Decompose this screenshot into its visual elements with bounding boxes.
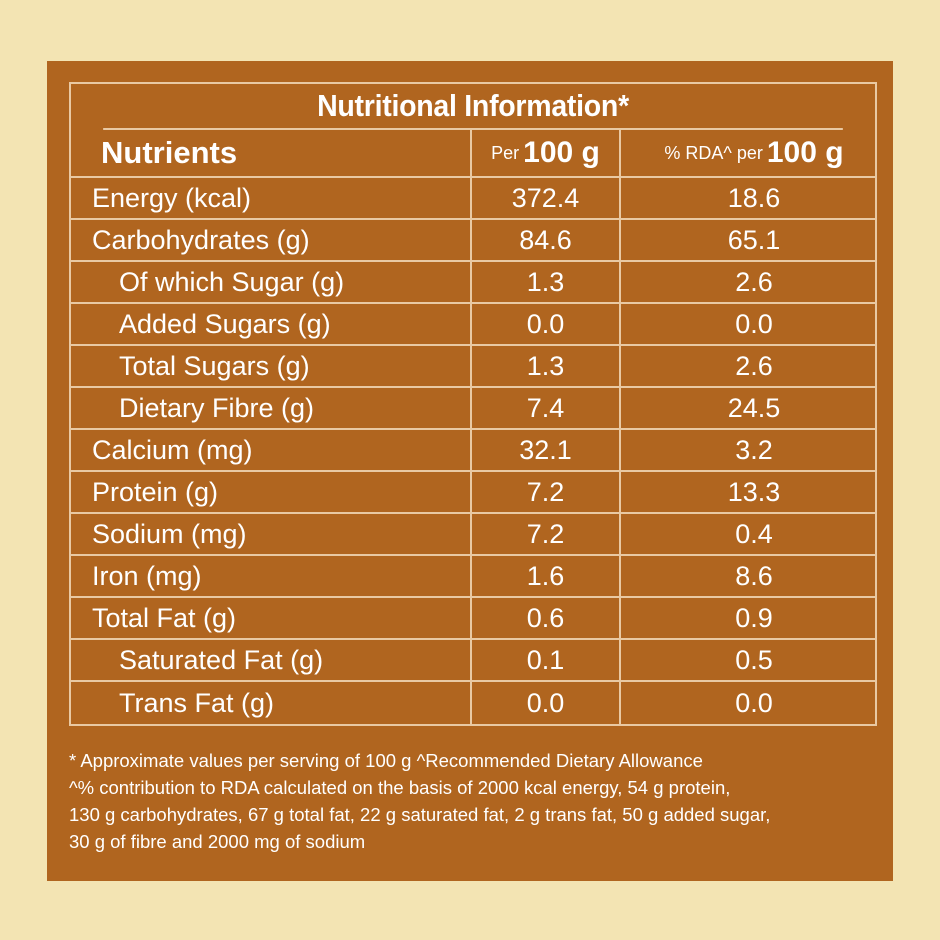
per-prefix: Per [491, 142, 520, 163]
table-row: Energy (kcal) 372.4 18.6 [71, 178, 875, 220]
table-body: Energy (kcal) 372.4 18.6 Carbohydrates (g) 8… [71, 178, 875, 724]
table-row: Dietary Fibre (g) 7.4 24.5 [71, 388, 875, 430]
table-row: Of which Sugar (g) 1.3 2.6 [71, 262, 875, 304]
footnote-line: * Approximate values per serving of 100 … [69, 750, 703, 771]
rda-value: 65.1 [619, 220, 875, 260]
rda-header: % RDA^ per 100 g [619, 130, 875, 176]
per-100g-value: 7.2 [470, 472, 619, 512]
nutrient-name: Sodium (mg) [92, 518, 247, 549]
nutrient-name: Calcium (mg) [92, 434, 253, 465]
table-row: Iron (mg) 1.6 8.6 [71, 556, 875, 598]
per-100g-value: 32.1 [470, 430, 619, 470]
rda-value: 24.5 [619, 388, 875, 428]
per-100g-value: 1.6 [470, 556, 619, 596]
per-100g-value: 0.1 [470, 640, 619, 680]
nutrient-name: Carbohydrates (g) [92, 224, 310, 255]
per-100g-value: 372.4 [470, 178, 619, 218]
nutrients-header: Nutrients [101, 135, 238, 170]
table-row: Calcium (mg) 32.1 3.2 [71, 430, 875, 472]
nutrition-panel: Nutritional Information* Nutrients Per 1… [47, 61, 893, 881]
per-100g-value: 1.3 [470, 262, 619, 302]
nutrient-name: Dietary Fibre (g) [119, 392, 315, 423]
rda-value: 0.0 [619, 682, 875, 724]
table-row: Carbohydrates (g) 84.6 65.1 [71, 220, 875, 262]
per-100g-value: 7.2 [470, 514, 619, 554]
nutrient-name: Added Sugars (g) [119, 308, 331, 339]
nutrient-name: Saturated Fat (g) [119, 644, 324, 675]
table-row: Added Sugars (g) 0.0 0.0 [71, 304, 875, 346]
footnote-line: 130 g carbohydrates, 67 g total fat, 22 … [69, 804, 771, 825]
per-100g-value: 7.4 [470, 388, 619, 428]
nutrient-name: Iron (mg) [92, 560, 202, 591]
rda-value: 0.0 [619, 304, 875, 344]
per-100g-value: 84.6 [470, 220, 619, 260]
table-title: Nutritional Information* [103, 84, 843, 130]
per-100g-value: 0.0 [470, 682, 619, 724]
rda-value: 0.5 [619, 640, 875, 680]
per-100g-value: 0.0 [470, 304, 619, 344]
footnote-line: 30 g of fibre and 2000 mg of sodium [69, 831, 366, 852]
rda-value: 100 g [766, 136, 844, 169]
nutrient-name: Protein (g) [92, 476, 219, 507]
footnote-line: ^% contribution to RDA calculated on the… [69, 777, 731, 798]
nutrient-name: Of which Sugar (g) [119, 266, 345, 297]
rda-value: 0.4 [619, 514, 875, 554]
table-row: Total Sugars (g) 1.3 2.6 [71, 346, 875, 388]
table-header-row: Nutrients Per 100 g % RDA^ per 100 g [71, 130, 875, 178]
table-row: Sodium (mg) 7.2 0.4 [71, 514, 875, 556]
per-100g-value: 0.6 [470, 598, 619, 638]
table-row: Protein (g) 7.2 13.3 [71, 472, 875, 514]
rda-value: 18.6 [619, 178, 875, 218]
nutrient-name: Total Sugars (g) [119, 350, 310, 381]
rda-value: 13.3 [619, 472, 875, 512]
rda-value: 2.6 [619, 262, 875, 302]
table-row: Saturated Fat (g) 0.1 0.5 [71, 640, 875, 682]
per-100g-value: 1.3 [470, 346, 619, 386]
nutrient-name: Total Fat (g) [92, 602, 237, 633]
rda-prefix: % RDA^ per [664, 142, 763, 163]
rda-value: 3.2 [619, 430, 875, 470]
nutrient-name: Trans Fat (g) [119, 687, 275, 718]
table-row: Total Fat (g) 0.6 0.9 [71, 598, 875, 640]
per-100g-header: Per 100 g [470, 130, 619, 176]
nutrient-name: Energy (kcal) [92, 182, 252, 213]
rda-value: 8.6 [619, 556, 875, 596]
rda-value: 0.9 [619, 598, 875, 638]
per-value: 100 g [523, 136, 600, 169]
footnote: * Approximate values per serving of 100 … [69, 747, 879, 855]
table-row: Trans Fat (g) 0.0 0.0 [71, 682, 875, 724]
nutrition-table: Nutritional Information* Nutrients Per 1… [69, 82, 877, 726]
rda-value: 2.6 [619, 346, 875, 386]
